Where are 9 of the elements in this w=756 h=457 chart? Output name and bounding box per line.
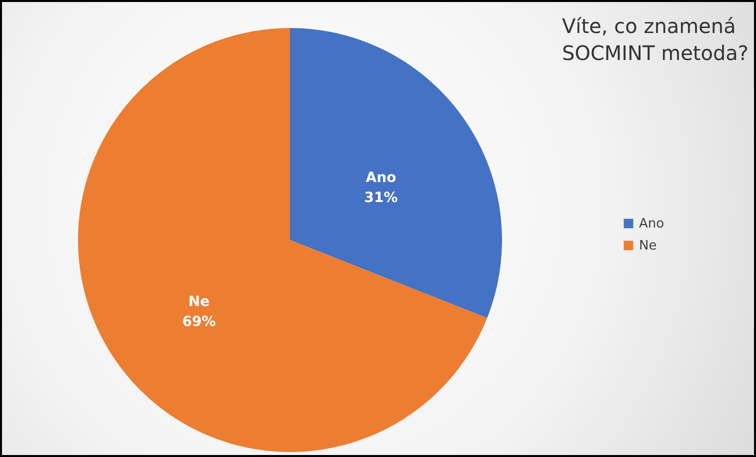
legend-label: Ano <box>639 216 664 232</box>
slice-label: Ne <box>188 294 210 310</box>
data-label: 69% <box>182 314 216 330</box>
pie-slice <box>290 28 502 318</box>
data-label: 31% <box>364 190 398 206</box>
legend-label: Ne <box>639 238 657 254</box>
pie-slice <box>78 28 488 452</box>
slice-label: Ano <box>366 170 397 186</box>
chart-title: Víte, co znamená SOCMINT metoda? <box>562 14 749 65</box>
